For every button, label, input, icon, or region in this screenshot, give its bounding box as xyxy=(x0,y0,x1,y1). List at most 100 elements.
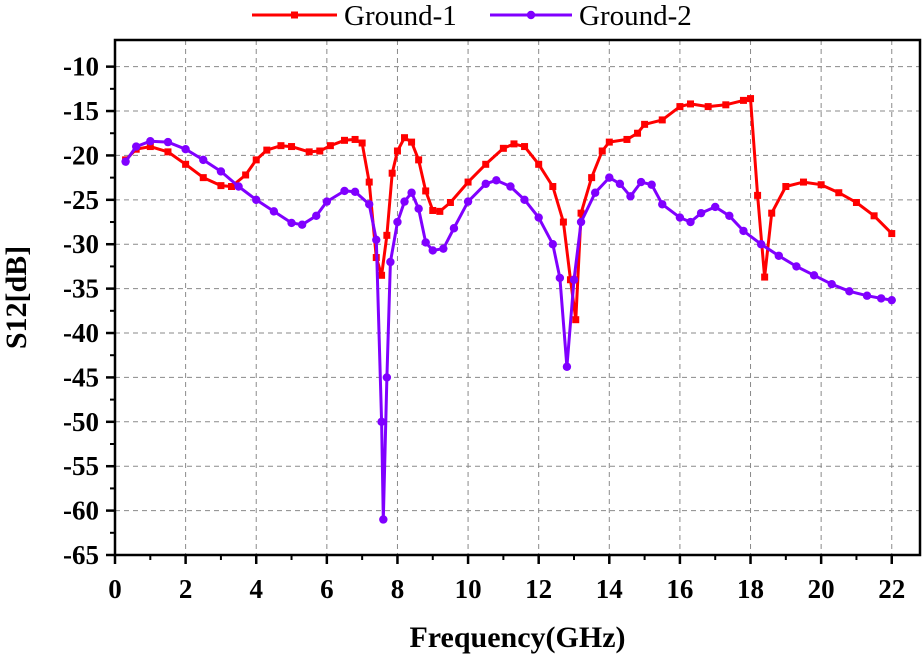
y-tick-label: -60 xyxy=(63,496,99,526)
data-point xyxy=(446,198,454,206)
x-tick-label: 4 xyxy=(249,574,263,604)
data-point xyxy=(421,238,430,247)
y-tick-label: -55 xyxy=(63,451,99,481)
data-point xyxy=(297,220,307,229)
data-point xyxy=(415,156,423,164)
data-point xyxy=(269,207,279,216)
data-point xyxy=(199,174,207,182)
data-point xyxy=(623,135,631,143)
data-point xyxy=(739,96,747,104)
data-point xyxy=(562,362,572,371)
data-point xyxy=(636,177,646,187)
x-tick-label: 18 xyxy=(737,574,764,604)
y-tick-label: -50 xyxy=(63,407,99,437)
data-point xyxy=(340,136,348,144)
data-point xyxy=(429,206,437,214)
data-point xyxy=(686,217,695,227)
data-point xyxy=(372,235,381,244)
data-point xyxy=(252,195,261,205)
data-point xyxy=(711,202,720,212)
data-point xyxy=(768,209,776,217)
data-point xyxy=(252,156,260,164)
data-point xyxy=(641,120,649,128)
data-point xyxy=(146,143,154,151)
plot-frame xyxy=(113,38,922,557)
x-tick-label: 16 xyxy=(666,574,693,604)
data-point xyxy=(852,198,860,206)
data-point xyxy=(696,208,706,218)
data-point xyxy=(379,515,388,524)
data-point xyxy=(588,174,596,182)
data-point xyxy=(809,271,819,280)
data-point xyxy=(288,143,296,151)
x-tick-label: 20 xyxy=(808,574,835,604)
data-point xyxy=(365,178,373,186)
legend: Ground-1 Ground-2 xyxy=(252,0,692,32)
data-point xyxy=(287,218,296,228)
data-point xyxy=(422,187,430,195)
data-point xyxy=(569,275,579,284)
legend-label-ground-2: Ground-2 xyxy=(579,0,692,32)
data-point xyxy=(739,226,748,236)
data-point xyxy=(761,273,769,281)
data-point xyxy=(634,129,642,137)
data-point xyxy=(408,138,416,146)
data-point xyxy=(377,417,386,427)
data-point xyxy=(754,191,762,199)
x-tick-label: 22 xyxy=(878,574,905,604)
data-point xyxy=(534,213,543,222)
y-axis-title: S12[dB] xyxy=(0,246,33,349)
data-point xyxy=(598,147,606,155)
series-layer xyxy=(121,95,896,524)
data-point xyxy=(520,195,529,205)
data-point xyxy=(572,316,580,324)
data-point xyxy=(675,213,685,222)
data-point xyxy=(481,179,490,189)
data-point xyxy=(199,155,208,165)
data-point xyxy=(845,287,854,296)
data-point xyxy=(747,95,755,103)
data-point xyxy=(365,200,374,209)
x-tick-label: 0 xyxy=(108,574,122,604)
data-point xyxy=(605,173,614,182)
data-point xyxy=(548,240,558,249)
tick-labels: 0 2 4 6 8 10 12 14 16 18 20 22 -10 -15 -20 -25 -30 -35 -40… xyxy=(63,52,905,604)
data-point xyxy=(234,182,243,191)
data-point xyxy=(382,373,392,382)
x-tick-label: 10 xyxy=(455,574,482,604)
data-point xyxy=(464,178,472,186)
data-point xyxy=(499,144,507,152)
data-point xyxy=(393,147,401,155)
data-point xyxy=(658,116,666,124)
x-tick-label: 8 xyxy=(391,574,405,604)
data-point xyxy=(439,244,448,253)
data-point xyxy=(322,197,332,206)
y-tick-label: -30 xyxy=(63,229,99,259)
data-point xyxy=(401,134,409,142)
data-point xyxy=(887,295,896,305)
data-point xyxy=(549,183,557,191)
grid xyxy=(115,40,920,555)
data-point xyxy=(388,169,396,177)
data-point xyxy=(326,142,334,150)
data-point xyxy=(386,257,395,267)
x-tick-label: 6 xyxy=(320,574,334,604)
data-point xyxy=(482,160,490,168)
data-point xyxy=(428,246,437,255)
data-point xyxy=(576,217,586,227)
data-point xyxy=(164,148,172,156)
data-point xyxy=(383,231,391,239)
data-point xyxy=(163,137,173,147)
y-tick-label: -25 xyxy=(63,185,99,215)
data-point xyxy=(242,171,250,179)
data-point xyxy=(506,182,515,191)
y-tick-label: -20 xyxy=(63,140,99,170)
data-point xyxy=(449,224,459,233)
data-point xyxy=(436,207,444,215)
data-point xyxy=(131,142,141,151)
x-tick-label: 14 xyxy=(596,574,623,604)
data-point xyxy=(216,167,226,176)
data-point xyxy=(277,142,285,150)
legend-marker-ground-1 xyxy=(291,11,298,19)
